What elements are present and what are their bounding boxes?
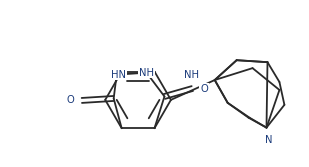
Text: O: O bbox=[200, 84, 208, 94]
Text: N: N bbox=[265, 135, 272, 145]
Text: NH: NH bbox=[139, 68, 154, 78]
Text: NH: NH bbox=[184, 70, 199, 80]
Text: O: O bbox=[66, 95, 74, 105]
Text: HN: HN bbox=[111, 70, 126, 80]
